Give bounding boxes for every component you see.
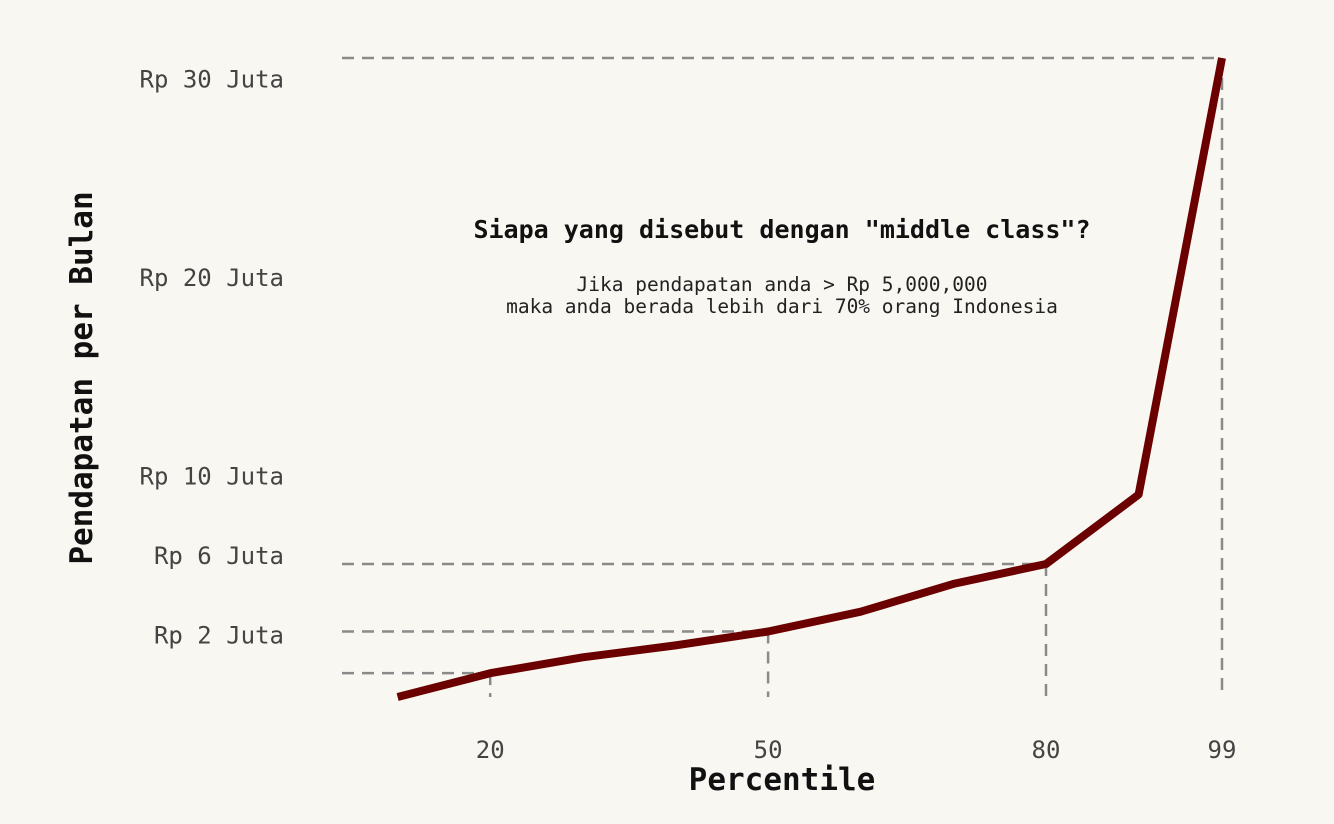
y-tick-label-2: Rp 10 Juta [140,463,285,491]
x-axis-ticks: 20 50 80 99 [476,736,1237,764]
x-tick-label-0: 20 [476,736,505,764]
y-tick-label-1: Rp 6 Juta [154,542,284,570]
x-axis-title: Percentile [689,762,876,798]
series-group [396,57,1226,701]
x-tick-label-2: 80 [1032,736,1061,764]
annotation-title: Siapa yang disebut dengan "middle class"… [473,215,1090,244]
x-tick-label-1: 50 [754,736,783,764]
y-axis-title: Pendapatan per Bulan [64,191,100,564]
annotation-line-2: maka anda berada lebih dari 70% orang In… [506,295,1058,318]
y-axis-ticks: Rp 2 Juta Rp 6 Juta Rp 10 Juta Rp 20 Juta Rp… [140,66,285,650]
annotation-line-1: Jika pendapatan anda > Rp 5,000,000 [577,273,988,296]
reference-lines [342,56,1224,697]
y-tick-label-3: Rp 20 Juta [140,264,285,292]
y-tick-label-0: Rp 2 Juta [154,621,284,649]
series-line-0 [396,57,1226,701]
y-tick-label-4: Rp 30 Juta [140,66,285,94]
x-tick-label-3: 99 [1208,736,1237,764]
